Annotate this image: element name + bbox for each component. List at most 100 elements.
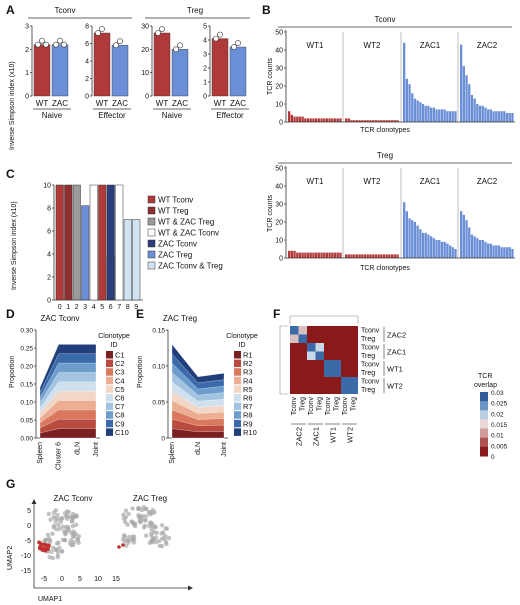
g-cloud-point [70,523,76,529]
b-bar [430,236,433,258]
f-group-label-x: WT1 [329,427,338,443]
a-bar [111,45,129,97]
c-bar [132,219,141,301]
a-ytick-label: 4 [203,38,207,45]
b-ytick-label: 50 [275,30,283,37]
a-ytick-label: 5 [203,24,207,31]
b-bar [315,252,318,258]
a-xtick-label: ZAC [112,99,128,108]
g-cloud-point [149,527,154,532]
c-ytick-label: 6 [47,229,51,236]
b-bar [421,232,425,258]
a-ytick-label: 3 [25,24,29,31]
c-legend-label: WT & ZAC Treg [158,218,214,227]
b-ylabel-2: TCR counts [267,195,274,232]
b-bar [325,118,329,122]
b-bar [390,120,394,122]
g-cloud-point [139,507,145,513]
f-colorbar-tick: 0.02 [491,411,504,418]
b-bar [304,252,307,258]
b-bar [511,249,514,258]
b-bar [432,238,435,258]
f-heatmap-cell [298,326,307,335]
b-group-label: ZAC1 [420,41,441,50]
a-dot [113,42,119,49]
a-ytick-label: 6 [85,41,89,48]
c-ytick-label: 2 [47,275,51,282]
b-bar [301,252,304,258]
d-xtick-label: Joint [93,442,100,457]
a-dot [155,30,161,36]
b-bar [323,118,326,122]
g-cloud-point [156,538,162,544]
f-dendrogram-top [289,315,359,324]
e-legend-title-1: Clonotype [226,333,258,340]
g-cloud-point [154,530,159,535]
c-bar [81,205,90,301]
d-legend-label: C7 [115,402,125,411]
b-ytick-label: 0 [279,120,283,127]
b-bar [468,84,471,122]
b-bar [462,214,465,258]
a-bar [51,44,69,97]
b-ytick-label: 30 [275,66,283,73]
e-ytick-label: 0.15 [152,328,165,335]
e-legend-swatch [234,428,241,436]
g-cloud-point [123,508,129,513]
b-bar [451,111,454,122]
a-group-label: Naive [42,111,63,120]
f-colorbar-tick: 0 [491,454,495,461]
f-heatmap-cell [341,385,350,394]
c-xtick-label: 2 [75,304,79,311]
g-cloud-point [56,540,61,545]
f-col-label: Tconv [325,397,332,416]
b-bar [358,120,361,122]
d-ytick-label: 0.00 [20,436,33,443]
f-colorbar-segment [480,419,488,430]
b-bar [481,240,484,258]
b-bar [350,254,353,258]
a-bar [33,44,51,97]
b-bar [419,102,422,122]
g-xtick-label: -5 [41,576,47,583]
d-legend-label: C6 [115,394,125,403]
g-ytick-label: 5 [27,508,31,515]
e-legend-label: R7 [243,402,253,411]
b-bar [315,118,318,122]
b-bar [468,227,471,258]
b-bar [435,240,438,258]
d-legend-title-2: ID [111,342,118,349]
g-cloud-point [161,530,166,535]
c-legend-label: WT Treg [158,207,189,216]
g-cloud-point [146,510,152,515]
b-bar [320,252,323,258]
b-bar [473,98,476,122]
g-cloud-point [60,515,65,521]
a-dot [35,41,41,48]
b-bar [511,113,514,122]
d-legend-label: C2 [115,359,125,368]
b-bar [508,113,511,122]
d-legend-swatch [106,394,113,402]
b-bar [495,245,498,258]
a-dot [117,38,123,45]
g-cloud-point [55,512,60,518]
b-bar [403,202,406,258]
b-bar [503,247,506,258]
f-colorbar-segment [480,410,488,420]
panel-label-e: E [136,307,144,321]
b-bar [443,241,446,258]
panel-label-b: B [262,3,271,17]
e-legend-label: R2 [243,359,253,368]
e-legend-swatch [234,394,241,402]
b-bar [454,249,457,258]
b-bar [430,107,433,122]
b-ytick-label: 50 [275,166,283,173]
e-legend-label: R5 [243,385,253,394]
d-xtick-label: dLN [74,442,81,455]
g-cloud-point [56,517,61,522]
b-bar [421,104,425,122]
d-legend-label: C10 [115,428,129,437]
b-bar [440,241,444,258]
